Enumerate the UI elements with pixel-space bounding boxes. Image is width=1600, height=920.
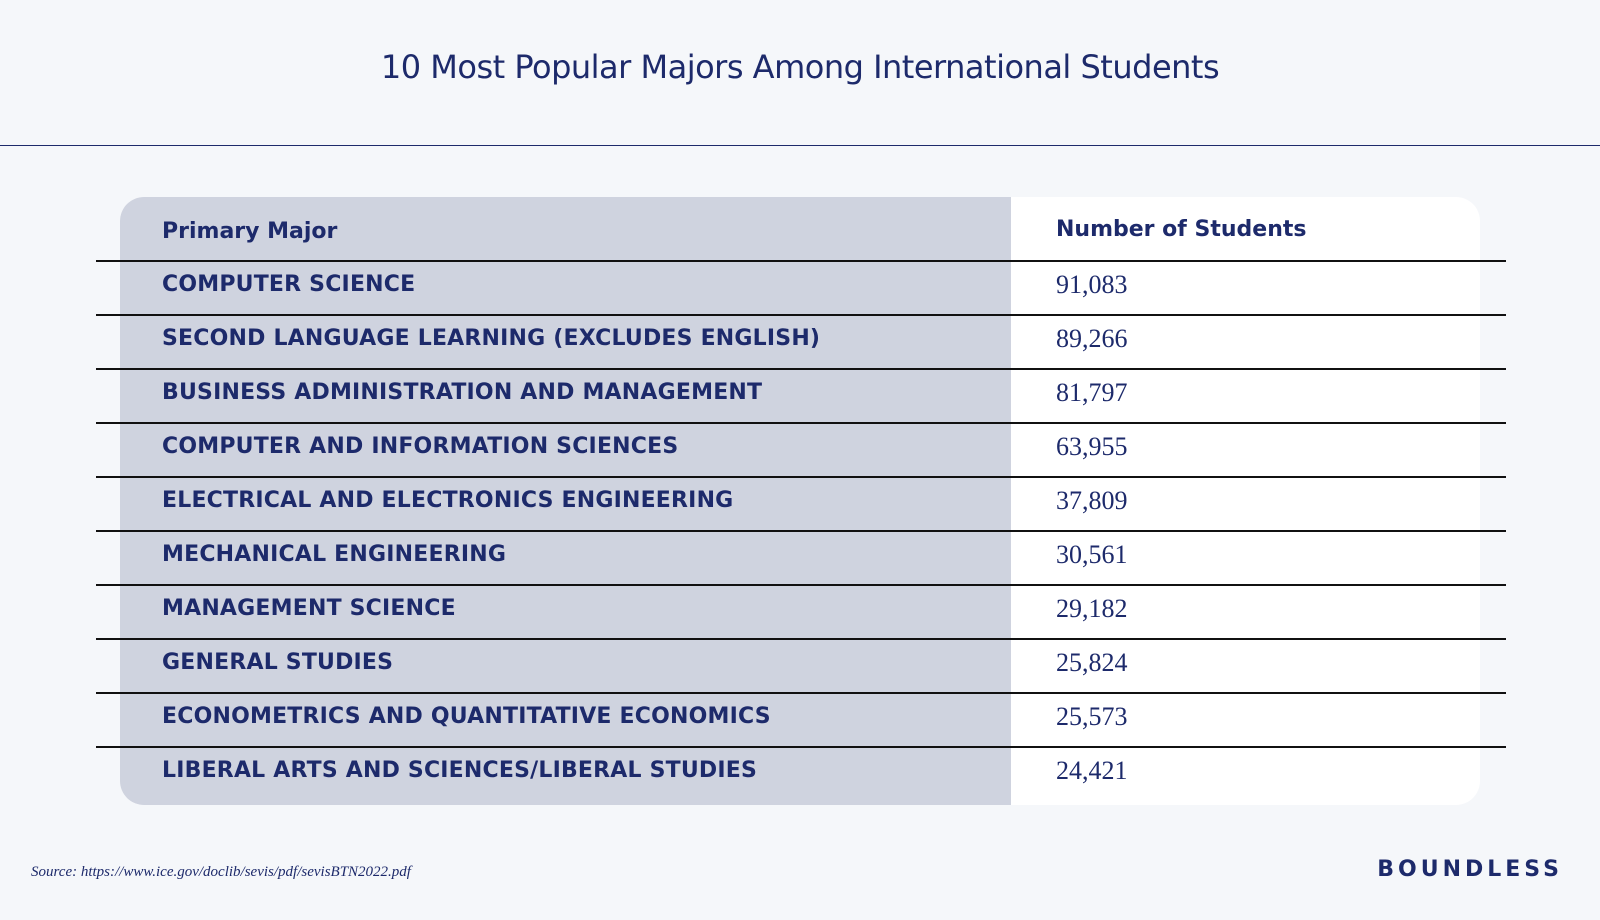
- table-row-students: 91,083: [1056, 270, 1128, 299]
- table-row-major: MANAGEMENT SCIENCE: [162, 596, 456, 621]
- row-divider: [96, 368, 1506, 370]
- table-row-students: 89,266: [1056, 324, 1128, 353]
- table-row-major: GENERAL STUDIES: [162, 650, 394, 675]
- table-row-students: 63,955: [1056, 432, 1128, 461]
- row-divider: [96, 260, 1506, 262]
- row-divider: [96, 530, 1506, 532]
- table-row-major: COMPUTER SCIENCE: [162, 272, 416, 297]
- table-row-students: 24,421: [1056, 756, 1128, 785]
- table-row-major: SECOND LANGUAGE LEARNING (EXCLUDES ENGLI…: [162, 326, 821, 351]
- table-row-students: 25,573: [1056, 702, 1128, 731]
- table-row-major: BUSINESS ADMINISTRATION AND MANAGEMENT: [162, 380, 763, 405]
- row-divider: [96, 638, 1506, 640]
- row-divider: [96, 746, 1506, 748]
- title-divider: [0, 145, 1600, 146]
- row-divider: [96, 584, 1506, 586]
- table-row-major: LIBERAL ARTS AND SCIENCES/LIBERAL STUDIE…: [162, 758, 758, 783]
- brand-logo: BOUNDLESS: [1377, 857, 1563, 882]
- row-divider: [96, 314, 1506, 316]
- table-row-major: ELECTRICAL AND ELECTRONICS ENGINEERING: [162, 488, 734, 513]
- header-primary-major: Primary Major: [162, 219, 338, 244]
- table-row-students: 81,797: [1056, 378, 1128, 407]
- table-row-major: COMPUTER AND INFORMATION SCIENCES: [162, 434, 679, 459]
- table-row-students: 30,561: [1056, 540, 1128, 569]
- table-row-students: 25,824: [1056, 648, 1128, 677]
- table-row-major: MECHANICAL ENGINEERING: [162, 542, 507, 567]
- chart-title: 10 Most Popular Majors Among Internation…: [380, 48, 1220, 86]
- header-number-of-students: Number of Students: [1056, 217, 1307, 242]
- major-column-background: [120, 197, 1011, 805]
- majors-table: [120, 197, 1480, 805]
- row-divider: [96, 476, 1506, 478]
- source-note: Source: https://www.ice.gov/doclib/sevis…: [31, 864, 411, 880]
- row-divider: [96, 422, 1506, 424]
- table-row-students: 29,182: [1056, 594, 1128, 623]
- table-row-students: 37,809: [1056, 486, 1128, 515]
- row-divider: [96, 692, 1506, 694]
- table-row-major: ECONOMETRICS AND QUANTITATIVE ECONOMICS: [162, 704, 771, 729]
